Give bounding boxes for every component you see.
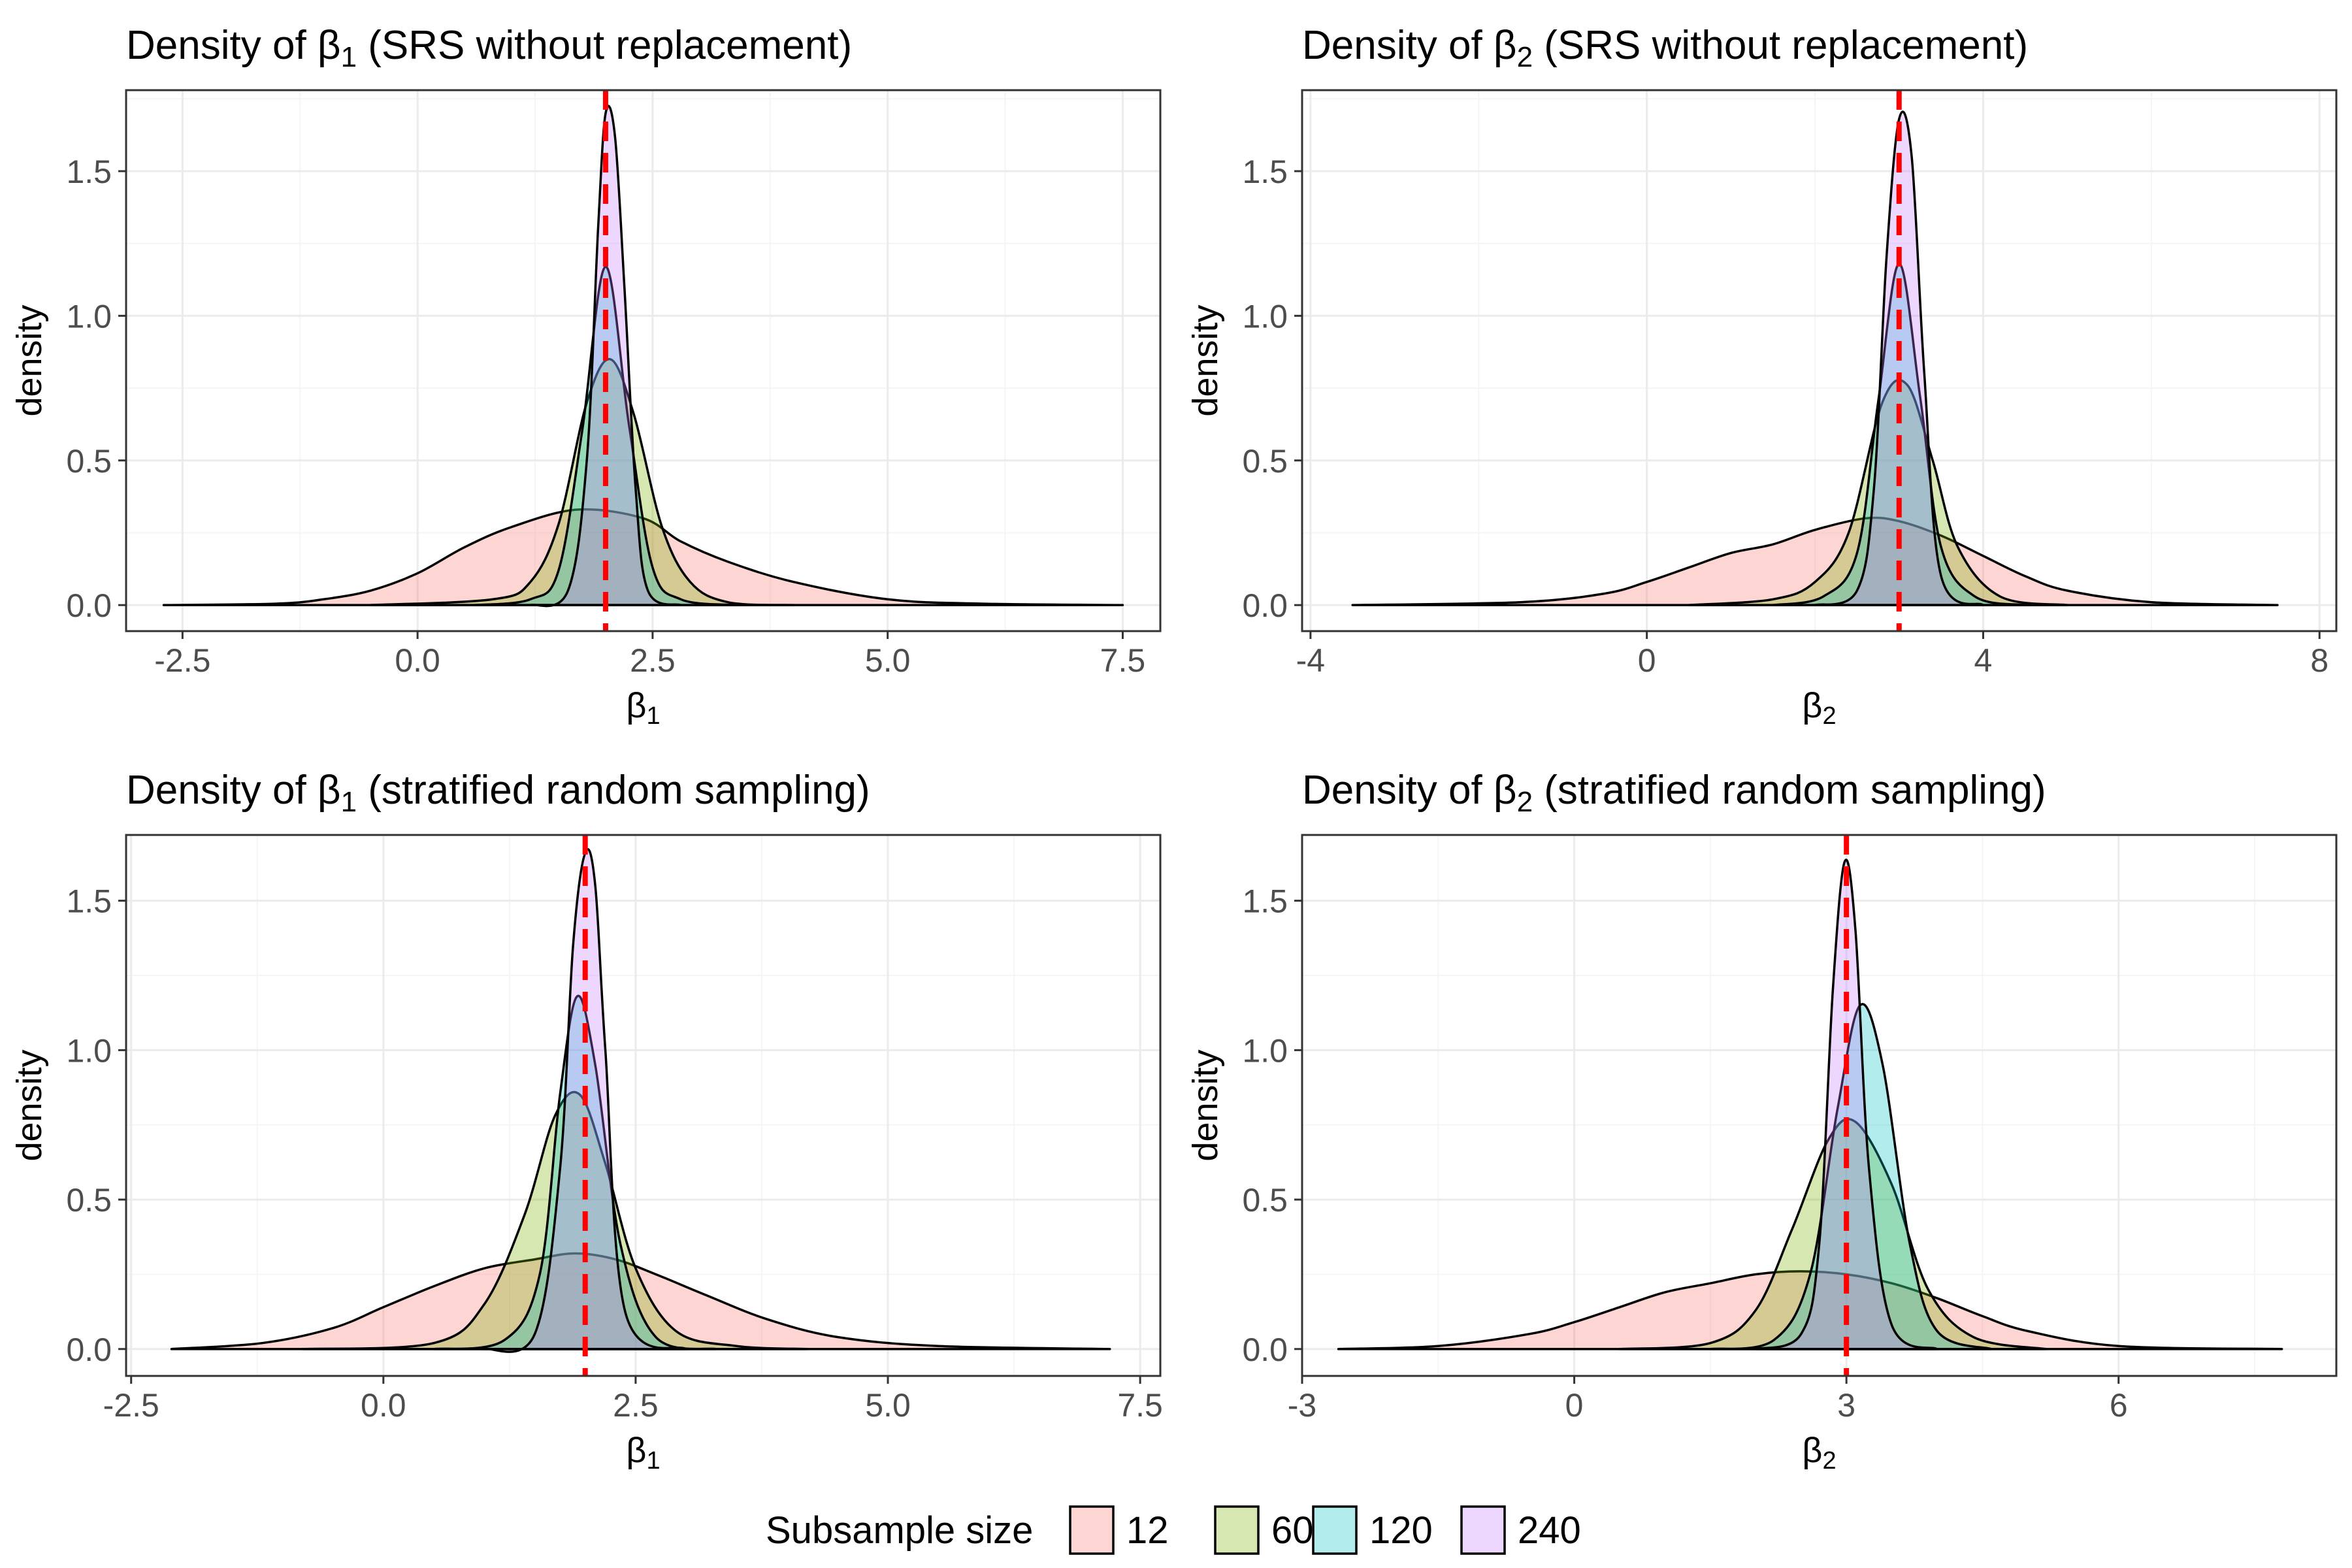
x-tick-label: 0	[1638, 642, 1656, 679]
legend-key-background	[1215, 1507, 1258, 1554]
panel-border	[125, 834, 1162, 1377]
panel-title: Density of β1 (stratified random samplin…	[126, 768, 870, 818]
y-tick-label: 0.0	[66, 1331, 112, 1368]
y-tick-label: 1.0	[66, 298, 112, 335]
legend-label: 240	[1518, 1509, 1581, 1552]
panel-4: -3 0 3 6 0.0 0.5 1.0 1.5 β2 density Density of β2 …	[1186, 768, 2338, 1475]
panel-3: -2.5 0.0 2.5 5.0 7.5 0.0 0.5 1.0 1.5 β1 density Den…	[10, 768, 1163, 1475]
y-tick-label: 1.0	[1242, 1032, 1288, 1069]
x-tick-label: 7.5	[1117, 1387, 1163, 1424]
density-area-n12	[170, 1252, 1111, 1350]
y-axis-label: density	[10, 304, 49, 416]
panel-title: Density of β1 (SRS without replacement)	[126, 23, 852, 73]
x-axis-label: β2	[1802, 1431, 1836, 1475]
legend: Subsample size 12 60 120 240	[766, 1505, 1581, 1555]
y-tick-label: 0.5	[66, 443, 112, 480]
panel-1: -2.5 0.0 2.5 5.0 7.5 0.0 0.5 1.0 1.5 β1 density Den…	[10, 23, 1162, 730]
x-tick-label: 5.0	[865, 1387, 911, 1424]
panel-background	[126, 90, 1160, 631]
y-tick-label: 1.0	[66, 1032, 112, 1069]
x-axis-label: β2	[1802, 686, 1836, 730]
x-tick-label: 0.0	[395, 642, 440, 679]
x-tick-label: 0	[1565, 1387, 1584, 1424]
density-area-n12	[1351, 516, 2279, 606]
y-tick-label: 1.0	[1242, 298, 1288, 335]
y-tick-label: 0.5	[1242, 443, 1288, 480]
y-tick-label: 1.5	[66, 883, 112, 920]
legend-item-60: 60	[1214, 1505, 1314, 1555]
panel-background	[1302, 90, 2336, 631]
legend-key	[1069, 1505, 1115, 1555]
x-axis-label: β1	[626, 686, 660, 730]
legend-key	[1214, 1505, 1260, 1555]
x-tick-label: 6	[2110, 1387, 2128, 1424]
y-tick-label: 0.5	[1242, 1182, 1288, 1218]
panel-background	[1302, 835, 2336, 1376]
x-tick-label: 8	[2310, 642, 2328, 679]
x-tick-label: 3	[1837, 1387, 1855, 1424]
panel-title: Density of β2 (SRS without replacement)	[1302, 23, 2028, 73]
panel-border	[1301, 89, 2338, 632]
legend-item-12: 12	[1069, 1505, 1169, 1555]
x-axis-label: β1	[626, 1431, 660, 1475]
density-area-n60	[369, 358, 795, 606]
x-tick-label: 0.0	[361, 1387, 406, 1424]
x-tick-label: -2.5	[103, 1387, 159, 1424]
y-tick-label: 1.5	[1242, 154, 1288, 190]
x-tick-label: 2.5	[630, 642, 676, 679]
legend-item-120: 120	[1312, 1505, 1433, 1555]
legend-key-background	[1462, 1507, 1505, 1554]
x-tick-label: 5.0	[865, 642, 911, 679]
y-tick-label: 0.0	[66, 587, 112, 624]
panel-border	[125, 89, 1162, 632]
legend-key	[1460, 1505, 1506, 1555]
panel-title: Density of β2 (stratified random samplin…	[1302, 768, 2046, 818]
density-area-n60	[1618, 1118, 2048, 1350]
legend-key	[1312, 1505, 1358, 1555]
y-axis-label: density	[1186, 1049, 1225, 1161]
y-tick-label: 1.5	[66, 154, 112, 190]
legend-key-background	[1070, 1507, 1113, 1554]
panels: -2.5 0.0 2.5 5.0 7.5 0.0 0.5 1.0 1.5 β1 density Den…	[10, 23, 2338, 1475]
density-area-n120	[433, 994, 718, 1350]
legend-label: 12	[1126, 1509, 1169, 1552]
y-tick-label: 0.0	[1242, 587, 1288, 624]
x-tick-label: 2.5	[613, 1387, 659, 1424]
x-tick-label: -4	[1296, 642, 1325, 679]
panel-border	[1301, 834, 2338, 1377]
legend-title: Subsample size	[766, 1509, 1033, 1552]
legend-label: 120	[1369, 1509, 1433, 1552]
legend-item-240: 240	[1460, 1505, 1581, 1555]
x-tick-label: 4	[1974, 642, 1993, 679]
y-axis-label: density	[1186, 304, 1225, 416]
x-tick-label: -3	[1288, 1387, 1316, 1424]
y-tick-label: 0.5	[66, 1182, 112, 1218]
y-tick-label: 0.0	[1242, 1331, 1288, 1368]
legend-label: 60	[1271, 1509, 1314, 1552]
y-axis-label: density	[10, 1049, 49, 1161]
legend-key-background	[1313, 1507, 1356, 1554]
x-tick-label: -2.5	[154, 642, 210, 679]
x-tick-label: 7.5	[1100, 642, 1146, 679]
y-tick-label: 1.5	[1242, 883, 1288, 920]
panel-2: -4 0 4 8 0.0 0.5 1.0 1.5 β2 density Density of β2 …	[1186, 23, 2338, 730]
